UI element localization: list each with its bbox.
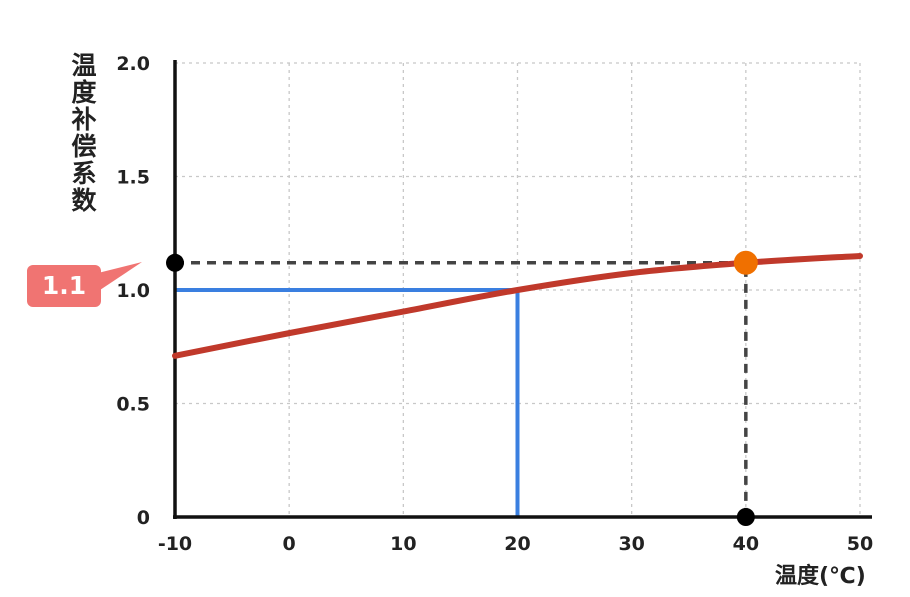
value-callout: 1.1	[27, 265, 101, 307]
y-tick-label: 0	[137, 507, 150, 529]
guide-line	[175, 261, 748, 517]
x-tick-label: 10	[390, 533, 416, 555]
x-tick-label: -10	[158, 533, 192, 555]
y-axis-label: 温度补偿系数	[68, 52, 97, 214]
y-tick-label: 0.5	[116, 394, 150, 416]
y-tick-label: 1.5	[116, 167, 150, 189]
axis-marker-point	[736, 508, 755, 526]
callout-pointer	[90, 262, 142, 290]
y-tick-label: 2.0	[116, 53, 150, 75]
x-tick-label: 0	[283, 533, 296, 555]
x-axis-label: 温度(℃)	[775, 564, 866, 589]
highlight-point	[733, 250, 758, 275]
y-tick-label: 1.0	[116, 280, 150, 302]
x-tick-label: 50	[847, 533, 873, 555]
x-tick-label: 20	[504, 533, 530, 555]
x-tick-label: 40	[733, 533, 759, 555]
axis-marker-point	[166, 253, 184, 272]
x-tick-label: 30	[618, 533, 644, 555]
